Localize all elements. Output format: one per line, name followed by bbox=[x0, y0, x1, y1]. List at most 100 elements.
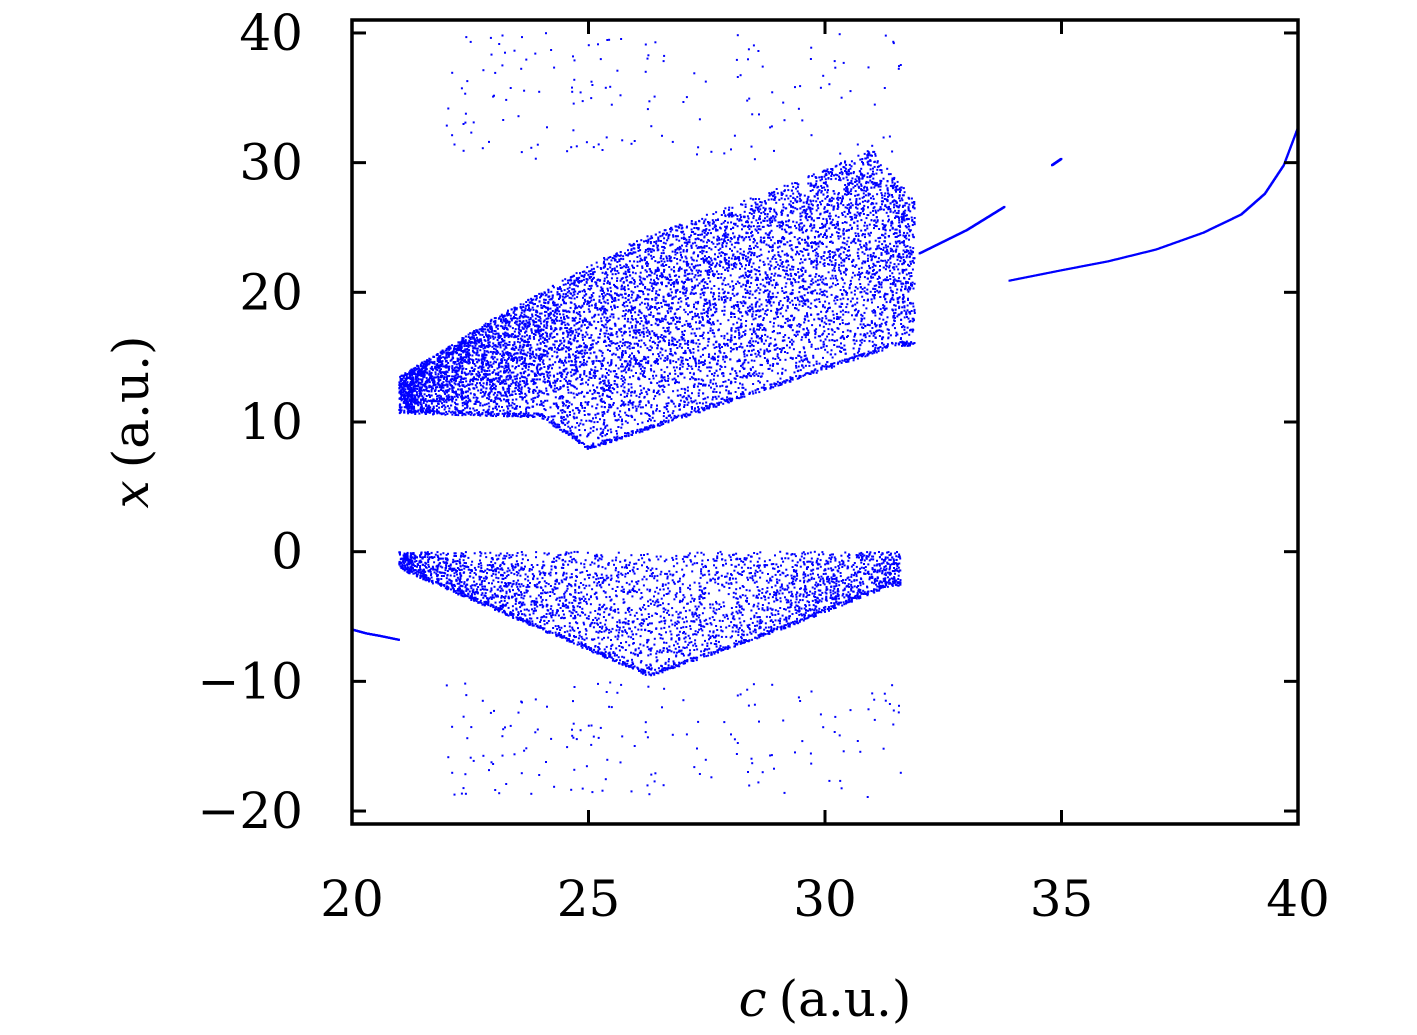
data-point bbox=[798, 291, 801, 294]
data-point bbox=[501, 360, 504, 363]
data-point bbox=[605, 319, 608, 322]
data-point bbox=[698, 342, 701, 345]
data-point bbox=[792, 258, 795, 261]
data-point bbox=[642, 333, 645, 336]
data-point bbox=[841, 212, 844, 215]
data-point bbox=[658, 312, 661, 315]
data-point bbox=[821, 281, 824, 284]
data-point bbox=[810, 280, 813, 282]
data-point bbox=[444, 384, 447, 387]
data-point bbox=[666, 310, 669, 313]
data-point bbox=[430, 388, 433, 391]
data-point bbox=[862, 304, 865, 307]
data-point bbox=[889, 242, 892, 245]
data-point bbox=[742, 331, 745, 333]
data-point bbox=[564, 356, 567, 359]
data-point bbox=[548, 298, 551, 301]
data-point bbox=[400, 391, 403, 394]
data-point bbox=[813, 224, 816, 227]
data-point bbox=[803, 321, 806, 324]
data-point bbox=[840, 277, 843, 280]
data-point bbox=[655, 292, 657, 295]
data-point bbox=[545, 339, 548, 341]
data-point bbox=[697, 349, 700, 352]
data-point bbox=[509, 314, 512, 317]
data-point bbox=[535, 354, 538, 357]
data-point bbox=[597, 412, 600, 415]
data-point bbox=[713, 306, 716, 309]
data-point bbox=[756, 255, 759, 258]
data-point bbox=[776, 332, 779, 335]
data-point bbox=[524, 307, 527, 310]
data-point bbox=[795, 227, 798, 230]
data-point bbox=[531, 306, 534, 309]
data-point bbox=[874, 288, 877, 291]
data-point bbox=[718, 349, 721, 352]
data-point bbox=[853, 335, 856, 338]
data-point bbox=[772, 301, 775, 304]
data-point bbox=[720, 214, 723, 216]
data-point bbox=[786, 317, 789, 320]
data-point bbox=[516, 317, 519, 320]
data-point bbox=[440, 356, 442, 359]
data-point bbox=[857, 238, 860, 241]
data-point bbox=[725, 253, 728, 256]
data-point bbox=[826, 195, 829, 198]
data-point bbox=[902, 216, 905, 219]
data-point bbox=[528, 336, 531, 339]
data-point bbox=[853, 289, 856, 292]
data-point bbox=[675, 281, 678, 284]
data-point bbox=[843, 246, 846, 249]
data-point bbox=[887, 328, 890, 331]
data-point bbox=[790, 293, 793, 296]
data-point bbox=[553, 336, 556, 338]
data-point bbox=[401, 398, 404, 401]
data-point bbox=[453, 369, 456, 372]
data-point bbox=[593, 270, 596, 273]
data-point bbox=[429, 367, 432, 370]
data-point bbox=[703, 302, 706, 305]
data-point bbox=[562, 347, 565, 350]
data-point bbox=[877, 185, 880, 188]
data-point bbox=[542, 349, 545, 351]
data-point bbox=[862, 334, 865, 337]
data-point bbox=[912, 247, 915, 250]
data-point bbox=[825, 290, 828, 293]
data-point bbox=[634, 357, 637, 360]
data-point bbox=[639, 345, 642, 348]
data-point bbox=[756, 242, 759, 245]
data-point bbox=[874, 290, 877, 293]
data-point bbox=[496, 358, 499, 361]
data-point bbox=[484, 322, 487, 325]
data-point bbox=[840, 170, 843, 173]
data-point bbox=[620, 370, 623, 373]
data-point bbox=[419, 370, 422, 373]
data-point bbox=[881, 194, 883, 197]
data-point bbox=[538, 358, 541, 361]
data-point bbox=[691, 407, 693, 410]
data-point bbox=[862, 208, 865, 211]
data-point bbox=[824, 182, 827, 185]
data-point bbox=[581, 290, 584, 293]
data-point bbox=[879, 169, 882, 171]
data-point bbox=[584, 300, 587, 303]
data-point bbox=[588, 322, 591, 325]
data-point bbox=[878, 240, 881, 243]
data-point bbox=[904, 288, 906, 291]
data-point bbox=[564, 418, 567, 421]
data-point bbox=[520, 392, 523, 395]
data-point bbox=[885, 211, 888, 214]
data-point bbox=[676, 235, 679, 238]
data-point bbox=[751, 323, 753, 326]
data-point bbox=[759, 228, 762, 231]
data-point bbox=[714, 253, 716, 256]
data-point bbox=[525, 364, 528, 367]
data-point bbox=[891, 179, 894, 182]
data-point bbox=[425, 377, 428, 380]
data-point bbox=[720, 251, 723, 254]
data-point bbox=[882, 318, 885, 321]
data-point bbox=[655, 277, 658, 279]
data-point bbox=[640, 363, 643, 366]
data-point bbox=[428, 386, 431, 389]
